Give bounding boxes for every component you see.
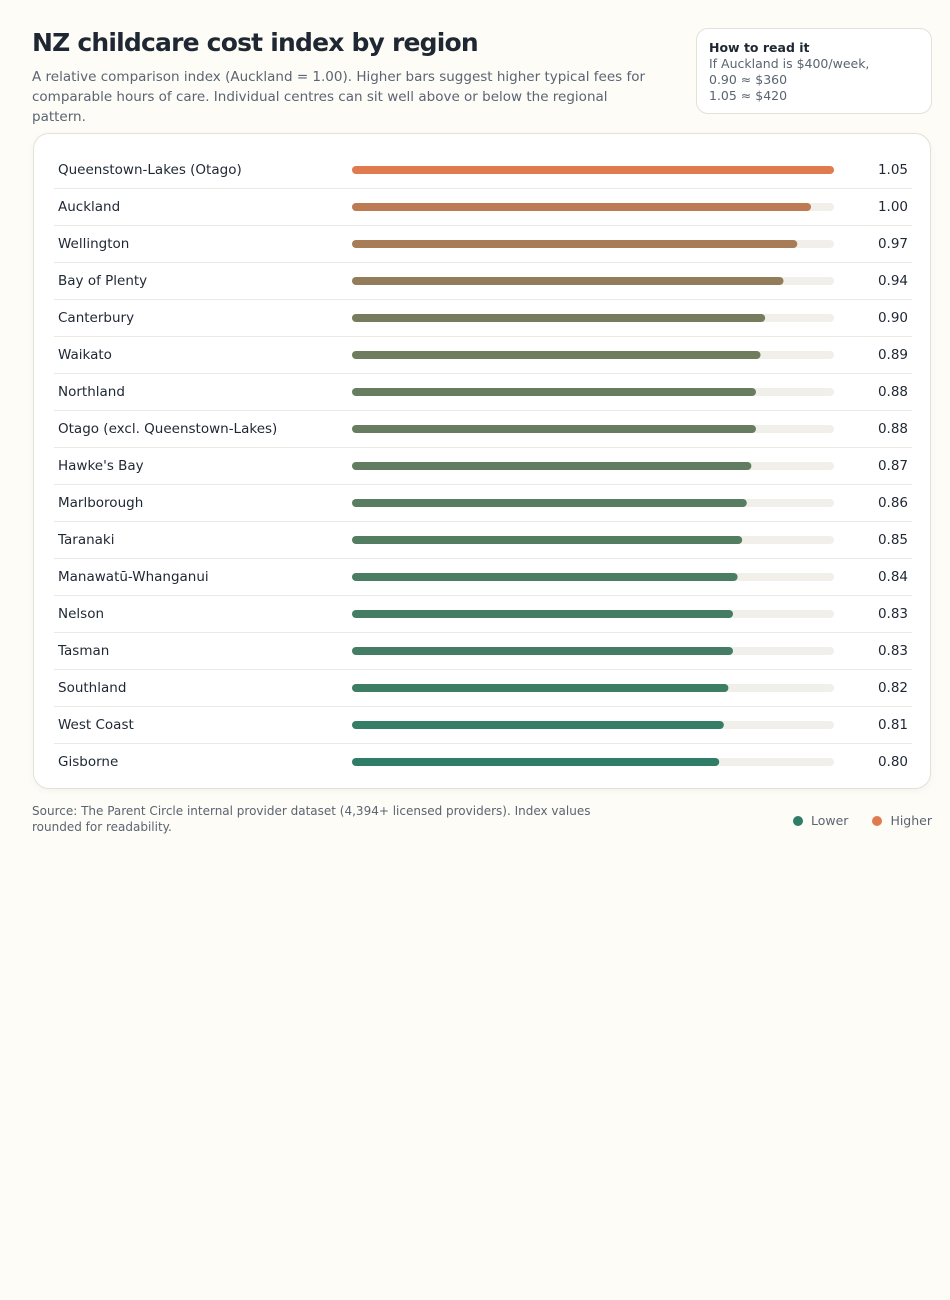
bar — [352, 240, 798, 248]
category-label: Otago (excl. Queenstown-Lakes) — [58, 421, 277, 437]
value-label: 0.97 — [878, 236, 908, 252]
note-box: How to read it If Auckland is $400/week,… — [696, 28, 932, 114]
value-label: 0.89 — [878, 347, 908, 363]
value-label: 0.80 — [878, 754, 908, 770]
chart: Queenstown-Lakes (Otago) 1.05 Auckland 1.00… — [54, 162, 912, 770]
bar — [352, 573, 738, 581]
legend-swatch — [872, 816, 883, 826]
bar — [352, 203, 812, 211]
value-label: 0.88 — [878, 421, 908, 437]
legend: Lower Higher — [792, 813, 932, 828]
category-label: Queenstown-Lakes (Otago) — [58, 162, 242, 178]
category-label: Taranaki — [57, 532, 115, 548]
category-label: Manawatū-Whanganui — [58, 569, 209, 585]
category-label: Auckland — [58, 199, 120, 215]
bar — [352, 462, 752, 470]
value-label: 0.88 — [878, 384, 908, 400]
value-label: 1.00 — [878, 199, 908, 215]
value-label: 0.84 — [878, 569, 908, 585]
bar — [352, 351, 761, 359]
legend-label: Lower — [810, 813, 849, 828]
legend-item: Lower — [792, 813, 849, 828]
category-label: Marlborough — [58, 495, 143, 511]
bar — [352, 536, 743, 544]
note-title: How to read it — [709, 40, 810, 55]
value-label: 0.90 — [878, 310, 908, 326]
category-label: Canterbury — [58, 310, 134, 326]
value-label: 0.83 — [878, 643, 908, 659]
bar — [352, 425, 756, 433]
category-label: Bay of Plenty — [58, 273, 147, 289]
category-label: Wellington — [58, 236, 129, 252]
chart-card: Queenstown-Lakes (Otago) 1.05 Auckland 1.00… — [33, 133, 931, 789]
category-label: West Coast — [58, 717, 134, 733]
subtitle: A relative comparison index (Auckland = … — [32, 69, 646, 125]
category-label: Hawke's Bay — [58, 458, 144, 474]
value-label: 0.82 — [878, 680, 908, 696]
category-label: Northland — [58, 384, 125, 400]
category-label: Nelson — [58, 606, 104, 622]
bar — [352, 684, 729, 692]
category-label: Gisborne — [58, 754, 118, 770]
bar — [352, 166, 834, 174]
value-label: 0.83 — [878, 606, 908, 622]
bar — [352, 314, 766, 322]
value-label: 1.05 — [878, 162, 908, 178]
value-label: 0.81 — [878, 717, 908, 733]
source: Source: The Parent Circle internal provi… — [32, 804, 591, 834]
chart-title: NZ childcare cost index by region — [32, 28, 479, 57]
bar — [352, 499, 747, 507]
legend-swatch — [792, 816, 803, 826]
value-label: 0.87 — [878, 458, 908, 474]
category-label: Tasman — [57, 643, 109, 659]
note-line: 1.05 ≈ $420 — [709, 88, 788, 103]
bar — [352, 647, 734, 655]
bar — [352, 721, 724, 729]
legend-label: Higher — [890, 813, 932, 828]
bar — [352, 277, 784, 285]
legend-item: Higher — [872, 813, 932, 828]
note-line: 0.90 ≈ $360 — [709, 72, 788, 87]
value-label: 0.85 — [878, 532, 908, 548]
note-line: If Auckland is $400/week, — [709, 56, 870, 71]
value-label: 0.94 — [878, 273, 908, 289]
bar — [352, 388, 756, 396]
bar — [352, 758, 720, 766]
value-label: 0.86 — [878, 495, 908, 511]
note-lines: If Auckland is $400/week, 0.90 ≈ $360 1.05… — [709, 56, 919, 104]
category-label: Southland — [58, 680, 126, 696]
bar — [352, 610, 734, 618]
category-label: Waikato — [58, 347, 112, 363]
